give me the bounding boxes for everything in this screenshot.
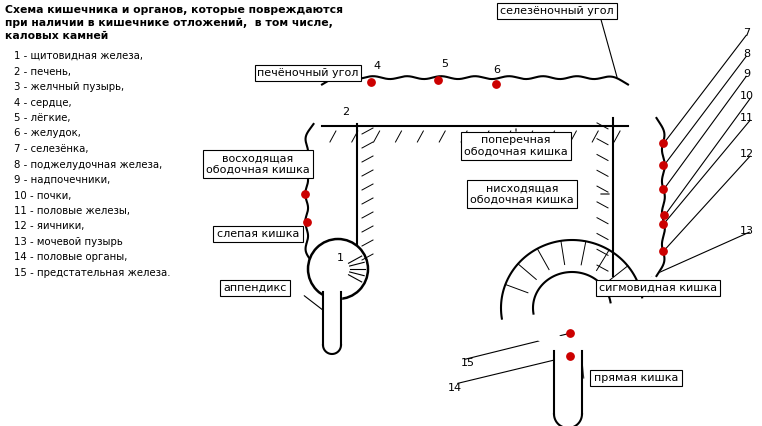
Text: поперечная
ободочная кишка: поперечная ободочная кишка <box>464 135 568 157</box>
Text: 14 - половые органы,: 14 - половые органы, <box>14 253 127 262</box>
Point <box>490 81 502 87</box>
Text: 15: 15 <box>461 358 475 368</box>
Text: 2 - печень,: 2 - печень, <box>14 66 71 77</box>
Text: селезёночный угол: селезёночный угол <box>500 6 614 16</box>
Text: 10: 10 <box>740 91 754 101</box>
Point <box>613 287 625 294</box>
Point <box>658 212 670 219</box>
Polygon shape <box>323 292 341 345</box>
Text: Схема кишечника и органов, которые повреждаются: Схема кишечника и органов, которые повре… <box>5 5 343 15</box>
Point <box>657 220 669 227</box>
Text: 15 - предстательная железа.: 15 - предстательная железа. <box>14 268 171 278</box>
Text: 12: 12 <box>740 149 754 159</box>
Polygon shape <box>593 103 637 113</box>
Text: 5: 5 <box>441 59 448 69</box>
Point <box>432 77 444 83</box>
Text: 3: 3 <box>337 65 344 75</box>
Text: восходящая
ободочная кишка: восходящая ободочная кишка <box>207 153 310 175</box>
Text: 6: 6 <box>493 65 500 75</box>
Point <box>301 163 313 170</box>
Point <box>564 330 576 337</box>
Polygon shape <box>613 118 664 276</box>
Text: 10 - почки,: 10 - почки, <box>14 190 72 201</box>
Polygon shape <box>306 124 357 264</box>
Text: 13 - мочевой пузырь: 13 - мочевой пузырь <box>14 237 123 247</box>
Polygon shape <box>613 276 651 288</box>
Text: 14: 14 <box>448 383 462 393</box>
Text: 9: 9 <box>743 69 750 79</box>
Text: 11: 11 <box>740 113 754 123</box>
Polygon shape <box>554 351 582 414</box>
Text: прямая кишка: прямая кишка <box>594 373 678 383</box>
Point <box>299 190 311 197</box>
Polygon shape <box>327 103 357 119</box>
Text: 1: 1 <box>337 253 344 263</box>
Circle shape <box>308 239 368 299</box>
Text: при наличии в кишечнике отложений,  в том числе,: при наличии в кишечнике отложений, в том… <box>5 18 333 28</box>
Text: 8 - поджелудочная железа,: 8 - поджелудочная железа, <box>14 159 162 170</box>
Text: 1 - щитовидная железа,: 1 - щитовидная железа, <box>14 51 143 61</box>
Text: 12 - яичники,: 12 - яичники, <box>14 222 85 231</box>
Text: каловых камней: каловых камней <box>5 31 108 41</box>
Point <box>657 140 669 147</box>
Text: 4 - сердце,: 4 - сердце, <box>14 98 72 107</box>
Text: 6 - желудок,: 6 - желудок, <box>14 129 81 138</box>
Polygon shape <box>554 414 582 426</box>
Point <box>301 219 313 225</box>
Point <box>657 162 669 169</box>
Text: 8: 8 <box>743 49 750 59</box>
Text: 4: 4 <box>373 61 381 71</box>
Point <box>657 247 669 254</box>
Text: 5 - лёгкие,: 5 - лёгкие, <box>14 113 71 123</box>
Text: 13: 13 <box>740 226 754 236</box>
Text: 7 - селезёнка,: 7 - селезёнка, <box>14 144 88 154</box>
Text: печёночный угол: печёночный угол <box>258 68 359 78</box>
Point <box>365 78 377 85</box>
Text: 7: 7 <box>743 28 750 38</box>
Polygon shape <box>323 345 341 354</box>
Polygon shape <box>522 328 582 351</box>
Polygon shape <box>501 240 642 319</box>
Text: 2: 2 <box>342 107 350 117</box>
Text: сигмовидная кишка: сигмовидная кишка <box>599 283 717 293</box>
Text: 11 - половые железы,: 11 - половые железы, <box>14 206 130 216</box>
Text: нисходящая
ободочная кишка: нисходящая ободочная кишка <box>470 183 574 205</box>
Text: 9 - надпочечники,: 9 - надпочечники, <box>14 175 110 185</box>
Polygon shape <box>322 76 628 126</box>
Point <box>657 186 669 193</box>
Point <box>564 353 576 360</box>
Text: 3 - желчный пузырь,: 3 - желчный пузырь, <box>14 82 124 92</box>
Text: аппендикс: аппендикс <box>223 283 287 293</box>
Text: слепая кишка: слепая кишка <box>217 229 299 239</box>
